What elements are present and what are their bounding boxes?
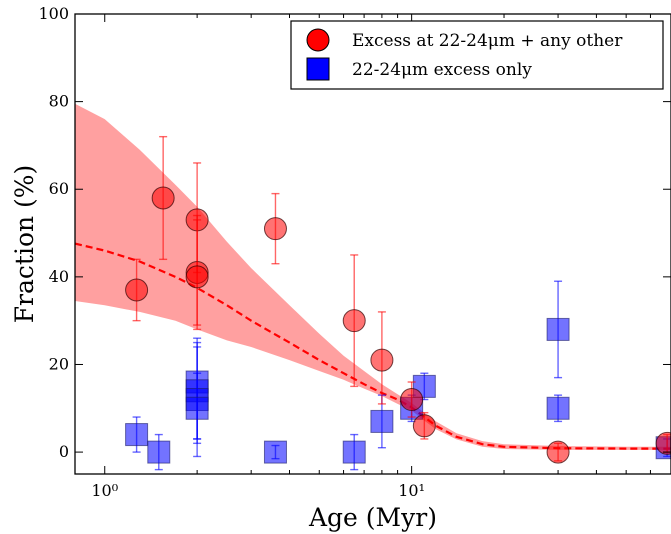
red-series-group <box>125 135 671 464</box>
red-circle-point <box>412 414 436 438</box>
blue-square-point <box>147 440 171 464</box>
red-circle-point <box>125 278 149 302</box>
red-circle-point <box>342 309 366 333</box>
legend: Excess at 22-24μm + any other 22-24μm exc… <box>290 20 664 90</box>
legend-box <box>290 20 664 90</box>
legend-marker-circle <box>306 28 330 52</box>
red-circle-point <box>263 217 287 241</box>
fit-curve <box>75 242 671 450</box>
blue-square-point <box>370 409 394 433</box>
legend-label: 22-24μm excess only <box>352 60 532 80</box>
blue-square-point <box>185 396 209 420</box>
blue-square-point <box>342 440 366 464</box>
blue-square-point <box>263 440 287 464</box>
red-circle-point <box>370 348 394 372</box>
red-circle-point <box>400 388 424 412</box>
blue-square-point <box>546 317 570 341</box>
y-tick-label: 40 <box>49 267 69 286</box>
red-circle-point <box>546 440 570 464</box>
y-tick-label: 100 <box>38 4 69 23</box>
y-tick-label: 0 <box>59 442 69 461</box>
red-circle-point <box>151 186 175 210</box>
blue-square-point <box>125 423 149 447</box>
y-tick-label: 60 <box>49 179 69 198</box>
y-tick-label: 20 <box>49 354 69 373</box>
y-tick-label: 80 <box>49 92 69 111</box>
x-tick-label: 10¹ <box>398 481 425 500</box>
y-axis-ticks: 0 20 40 60 80 100 <box>38 4 671 461</box>
y-axis-label: Fraction (%) <box>10 165 39 324</box>
legend-label: Excess at 22-24μm + any other <box>352 31 623 51</box>
red-circle-point <box>655 431 671 455</box>
legend-marker-square <box>306 57 330 81</box>
blue-series-group <box>125 280 671 471</box>
plot-frame <box>74 13 671 475</box>
x-axis-label: Age (Myr) <box>308 503 437 532</box>
blue-square-point <box>546 396 570 420</box>
red-circle-point <box>185 265 209 289</box>
x-axis-ticks: 10⁰ 10¹ <box>91 14 671 500</box>
x-tick-label: 10⁰ <box>91 481 118 500</box>
